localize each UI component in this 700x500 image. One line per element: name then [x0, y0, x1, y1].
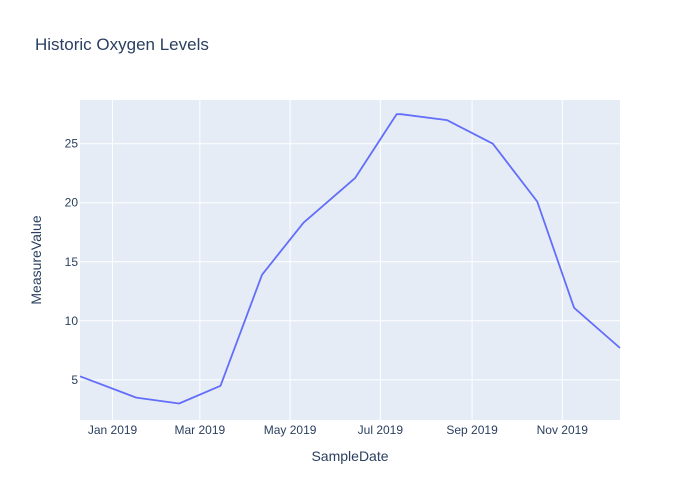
- x-tick-label: Jul 2019: [358, 423, 404, 437]
- x-axis-ticks: Jan 2019 Mar 2019 May 2019 Jul 2019 Sep 2019…: [88, 423, 588, 437]
- x-tick-label: Mar 2019: [174, 423, 225, 437]
- series-group: [79, 113, 621, 405]
- chart-title: Historic Oxygen Levels: [35, 35, 209, 54]
- x-tick-label: Sep 2019: [446, 423, 498, 437]
- x-axis-title: SampleDate: [311, 448, 388, 464]
- series-line: [79, 113, 621, 405]
- grid-lines: [80, 100, 620, 420]
- y-tick-label: 10: [65, 314, 79, 328]
- x-tick-label: Nov 2019: [537, 423, 589, 437]
- x-tick-label: May 2019: [264, 423, 317, 437]
- y-tick-label: 5: [71, 373, 78, 387]
- y-tick-label: 20: [65, 196, 79, 210]
- y-axis-ticks: 5 10 15 20 25: [65, 137, 79, 387]
- y-tick-label: 25: [65, 137, 79, 151]
- plot-area: [80, 100, 620, 420]
- y-axis-title: MeasureValue: [28, 215, 44, 304]
- y-tick-label: 15: [65, 255, 79, 269]
- x-tick-label: Jan 2019: [88, 423, 138, 437]
